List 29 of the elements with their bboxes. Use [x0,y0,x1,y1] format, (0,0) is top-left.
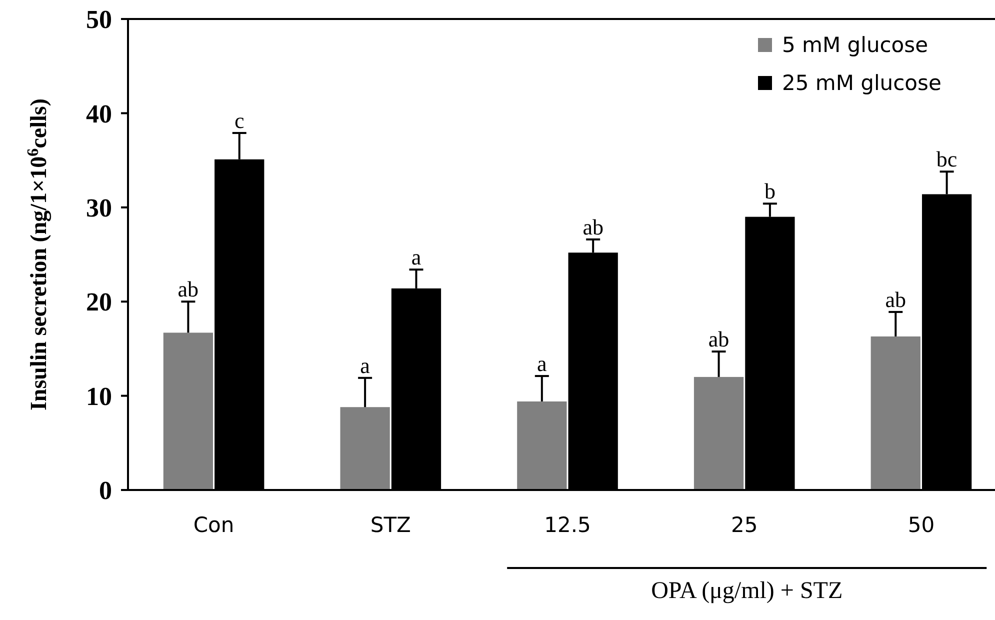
x-tick-label: 12.5 [544,513,591,537]
bar [517,401,567,490]
x-tick-label: 25 [730,513,758,537]
data-label: ab [582,214,604,240]
y-tick-label: 40 [86,99,112,128]
bar [340,407,390,490]
data-label: ab [178,276,199,302]
data-label: b [764,178,776,204]
data-label: c [234,108,244,133]
data-label: ab [708,326,730,352]
data-label: a [537,351,548,376]
y-tick-label: 50 [86,5,112,34]
x-tick-label: Con [193,513,234,537]
bar [694,376,744,490]
data-label: a [411,244,422,270]
y-tick-label: 10 [86,382,112,411]
y-tick-label: 20 [86,288,112,317]
legend-label: 25 mM glucose [782,71,942,95]
data-label: a [360,352,370,378]
y-tick-label: 30 [86,194,112,222]
x-tick-label: 50 [908,513,935,537]
x-axis-title: OPA (μg/ml) + STZ [651,578,843,604]
bar [870,336,920,490]
data-label: ab [885,286,906,312]
legend-label: 5 mM glucose [782,33,928,57]
data-label: bc [936,146,958,172]
x-tick-label: STZ [370,513,411,537]
bar [163,332,214,490]
y-tick-label: 0 [99,476,112,506]
